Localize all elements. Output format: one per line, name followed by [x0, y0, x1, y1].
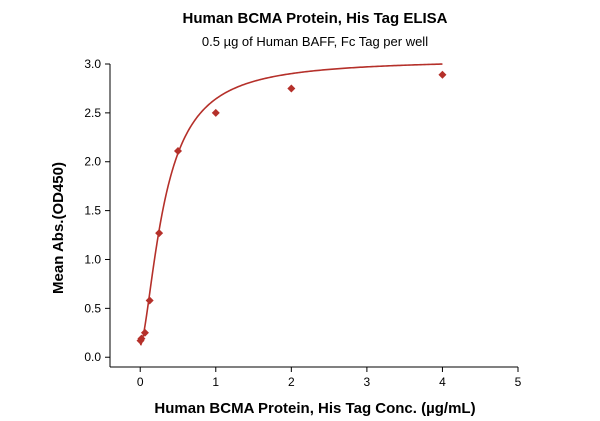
data-point	[140, 328, 149, 337]
x-tick-label: 4	[439, 375, 446, 389]
data-point	[155, 229, 164, 238]
data-point	[137, 334, 146, 343]
x-tick-label: 3	[364, 375, 371, 389]
y-tick-label: 1.0	[84, 252, 101, 266]
y-tick-label: 3.0	[84, 57, 101, 71]
x-tick-label: 2	[288, 375, 295, 389]
y-tick-label: 2.0	[84, 155, 101, 169]
data-points	[136, 70, 447, 345]
y-tick-label: 1.5	[84, 204, 101, 218]
plot-area: 0.0 0.5 1.0 1.5 2.0 2.5 3.0 0 1 2 3 4 5	[84, 57, 521, 389]
data-point	[211, 108, 220, 117]
data-point	[174, 146, 182, 155]
x-axis-label: Human BCMA Protein, His Tag Conc. (µg/mL…	[154, 400, 475, 417]
data-point	[287, 84, 296, 93]
data-point	[438, 70, 447, 79]
y-tick-label: 0.5	[84, 301, 101, 315]
y-axis-ticks: 0.0 0.5 1.0 1.5 2.0 2.5 3.0	[84, 57, 110, 364]
y-axis-label: Mean Abs.(OD450)	[50, 162, 67, 294]
chart-title: Human BCMA Protein, His Tag ELISA	[182, 10, 447, 27]
x-axis-ticks: 0 1 2 3 4 5	[137, 367, 522, 389]
fit-curve	[139, 63, 443, 346]
chart-subtitle: 0.5 µg of Human BAFF, Fc Tag per well	[202, 34, 428, 49]
x-tick-label: 1	[212, 375, 219, 389]
x-tick-label: 0	[137, 375, 144, 389]
data-point	[145, 296, 154, 305]
x-tick-label: 5	[515, 375, 522, 389]
y-tick-label: 2.5	[84, 106, 101, 120]
y-tick-label: 0.0	[84, 350, 101, 364]
